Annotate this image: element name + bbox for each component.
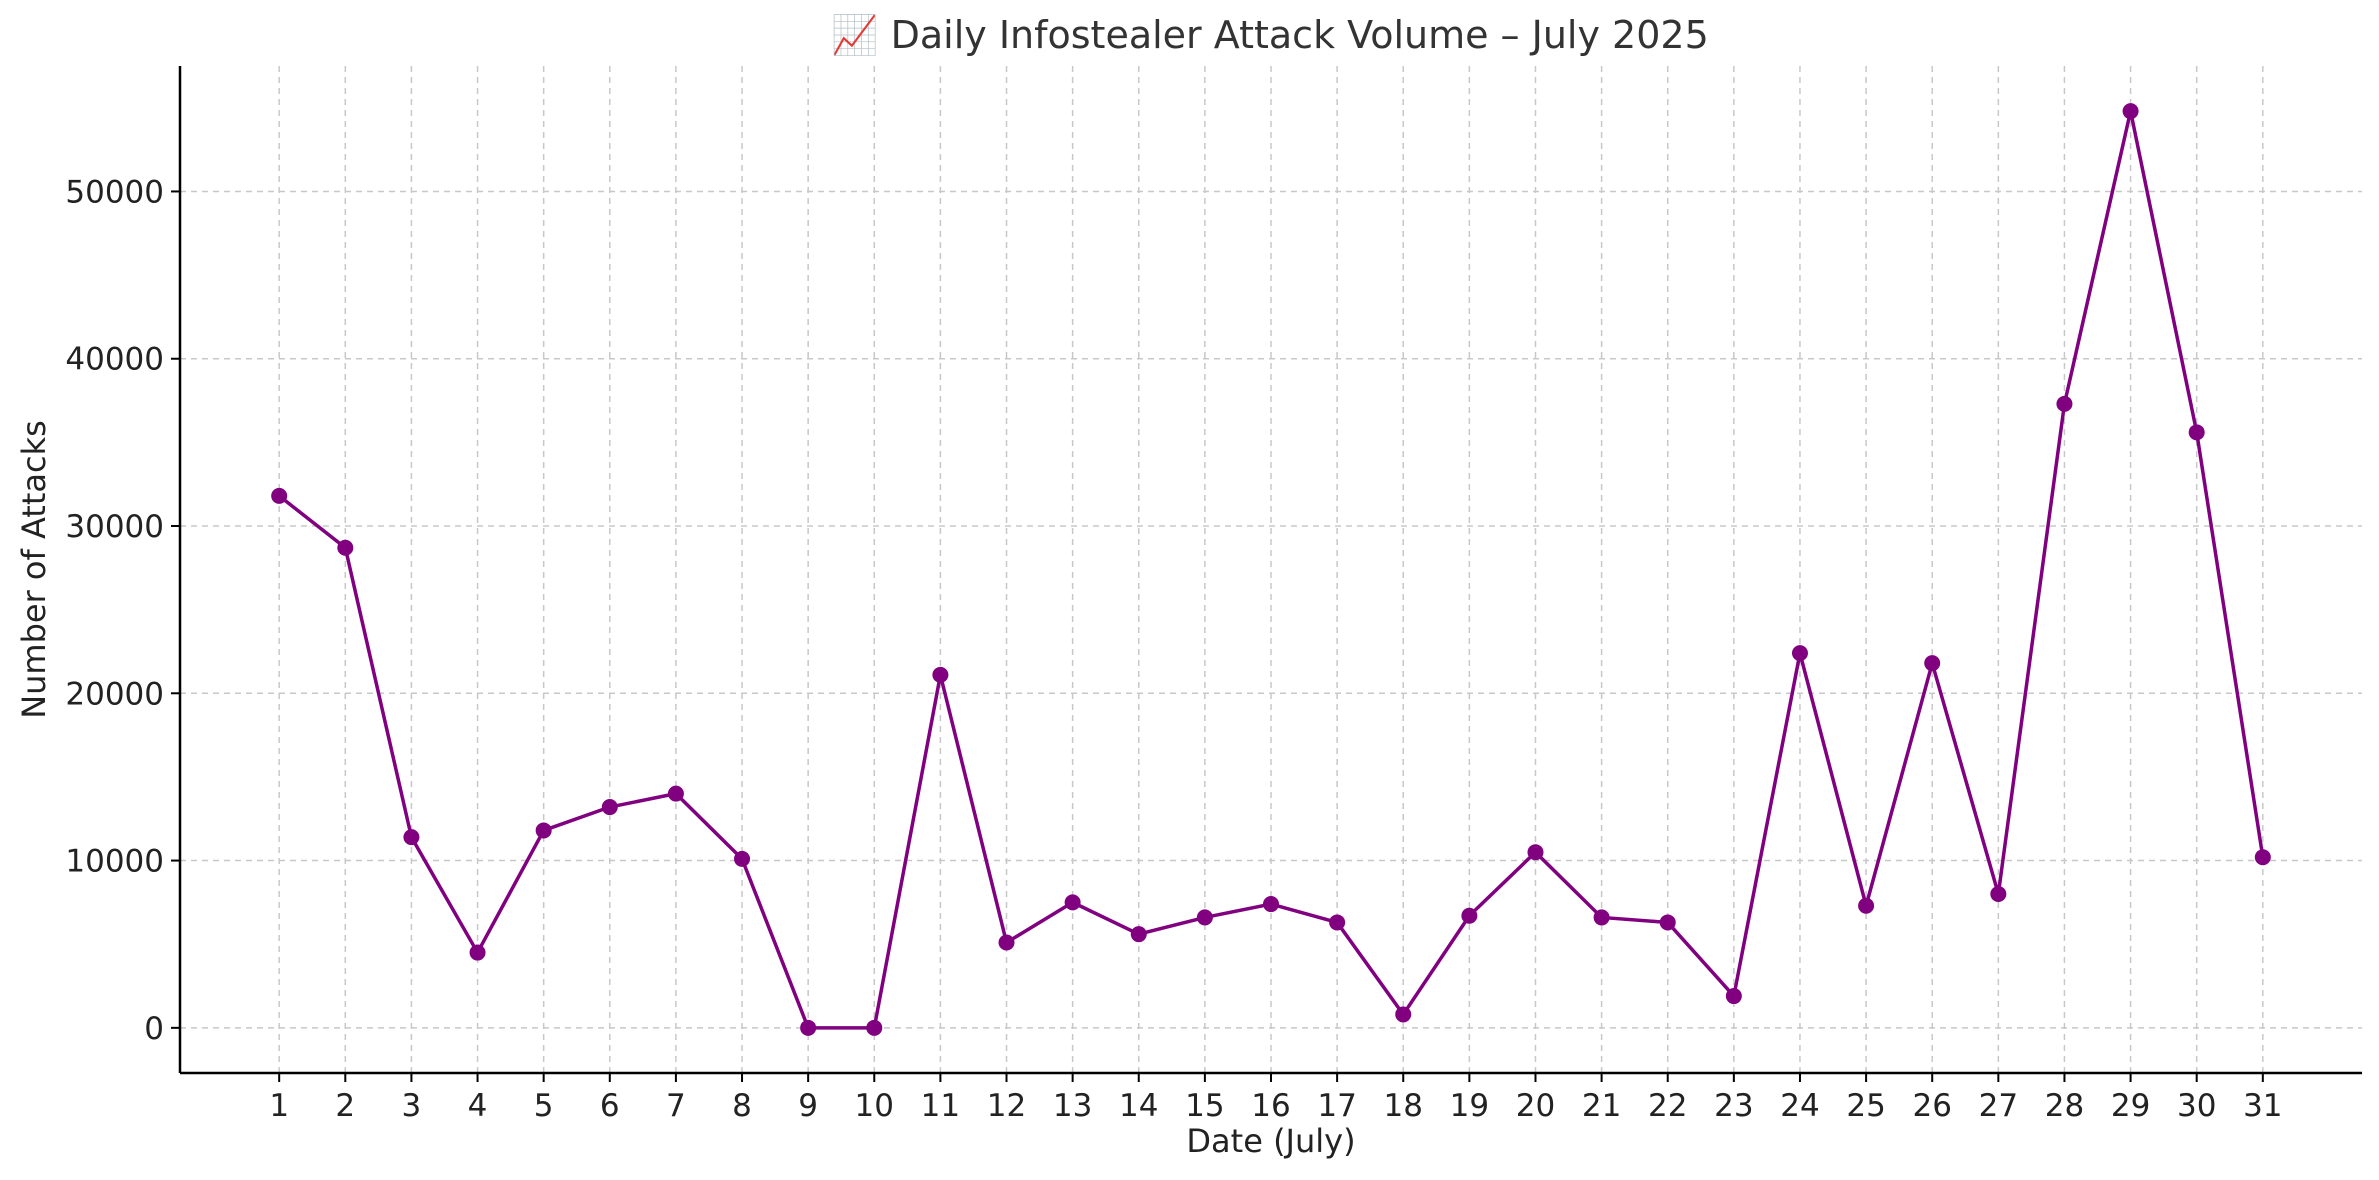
ticks: 1 2 3 4 5 6 7 8 9 10 11 12 13 14 15 16 17 18 19 20 21 22 23 24 2… [65, 174, 2282, 1124]
x-tick-label: 18 [1384, 1088, 1423, 1124]
y-tick-label: 50000 [65, 174, 164, 210]
data-point [1924, 655, 1941, 672]
data-point [1196, 909, 1213, 926]
y-tick-label: 10000 [65, 844, 164, 880]
y-tick-label: 30000 [65, 509, 164, 545]
y-tick-label: 20000 [65, 676, 164, 712]
x-tick-label: 30 [2177, 1088, 2216, 1124]
data-point [1725, 988, 1742, 1005]
x-tick-label: 5 [534, 1088, 554, 1124]
data-point [1395, 1006, 1412, 1023]
x-tick-label: 25 [1846, 1088, 1885, 1124]
x-tick-label: 8 [732, 1088, 752, 1124]
axes [178, 66, 2362, 1075]
data-point [2188, 424, 2205, 441]
x-tick-label: 14 [1119, 1088, 1158, 1124]
y-tick-label: 40000 [65, 342, 164, 378]
x-tick-label: 2 [335, 1088, 355, 1124]
data-point [734, 850, 751, 867]
data-point [1659, 914, 1676, 931]
y-axis-label: Number of Attacks [15, 420, 53, 719]
data-point [337, 539, 354, 556]
data-point [1461, 907, 1478, 924]
data-point [1064, 894, 1081, 911]
x-tick-label: 17 [1317, 1088, 1356, 1124]
series-line [278, 109, 2265, 1030]
x-tick-label: 16 [1251, 1088, 1290, 1124]
x-axis-label: Date (July) [1186, 1122, 1355, 1160]
data-point [800, 1019, 817, 1036]
x-tick-label: 19 [1450, 1088, 1489, 1124]
data-point [535, 822, 552, 839]
x-tick-label: 11 [921, 1088, 960, 1124]
x-tick-label: 28 [2045, 1088, 2084, 1124]
x-tick-label: 20 [1516, 1088, 1555, 1124]
data-point [1593, 909, 1610, 926]
x-tick-label: 10 [855, 1088, 894, 1124]
x-tick-label: 31 [2243, 1088, 2282, 1124]
data-point [1858, 897, 1875, 914]
data-point [1791, 645, 1808, 662]
x-tick-label: 29 [2111, 1088, 2150, 1124]
x-tick-label: 12 [987, 1088, 1026, 1124]
data-point [667, 785, 684, 802]
data-point [932, 666, 949, 683]
x-tick-label: 22 [1648, 1088, 1687, 1124]
data-point [1329, 914, 1346, 931]
data-point [2122, 103, 2139, 120]
data-point [2056, 395, 2073, 412]
data-point [601, 799, 618, 816]
x-tick-label: 27 [1979, 1088, 2018, 1124]
data-point [403, 829, 420, 846]
x-tick-label: 6 [600, 1088, 620, 1124]
data-point [866, 1019, 883, 1036]
data-point [1527, 844, 1544, 861]
x-tick-label: 24 [1780, 1088, 1819, 1124]
data-point [469, 944, 486, 961]
x-tick-label: 4 [468, 1088, 488, 1124]
data-point [2254, 849, 2271, 866]
chart-title: 📈 Daily Infostealer Attack Volume – July… [831, 13, 1709, 57]
x-tick-label: 26 [1912, 1088, 1951, 1124]
grid [180, 66, 2362, 1073]
data-point [998, 934, 1015, 951]
data-point [271, 487, 288, 504]
y-tick-label: 0 [144, 1011, 164, 1047]
x-tick-label: 13 [1053, 1088, 1092, 1124]
data-point [1130, 926, 1147, 943]
data-point [1263, 896, 1279, 913]
data-point [1990, 886, 2007, 903]
series [271, 103, 2271, 1036]
x-tick-label: 3 [402, 1088, 422, 1124]
x-tick-label: 15 [1185, 1088, 1224, 1124]
x-tick-label: 1 [269, 1088, 289, 1124]
x-tick-label: 23 [1714, 1088, 1753, 1124]
x-tick-label: 7 [666, 1088, 686, 1124]
x-tick-label: 9 [798, 1088, 818, 1124]
x-tick-label: 21 [1582, 1088, 1621, 1124]
